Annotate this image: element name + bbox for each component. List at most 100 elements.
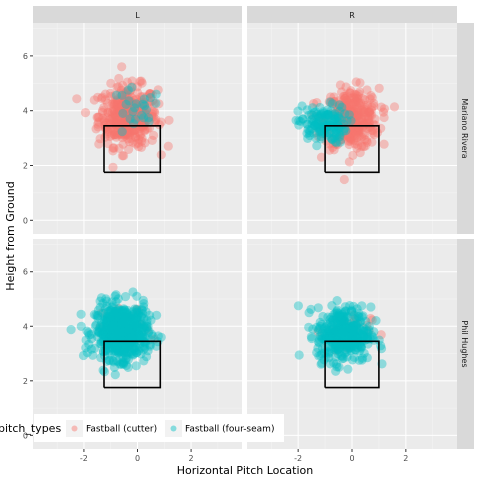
data-point bbox=[130, 112, 140, 122]
data-point bbox=[139, 299, 149, 309]
data-point bbox=[311, 127, 321, 138]
data-point bbox=[137, 110, 147, 120]
data-point bbox=[118, 312, 128, 322]
data-point bbox=[376, 341, 386, 351]
data-point bbox=[320, 110, 330, 120]
data-point bbox=[95, 296, 105, 306]
data-point bbox=[132, 112, 142, 122]
data-point bbox=[113, 330, 123, 340]
data-point bbox=[357, 105, 367, 115]
data-point bbox=[334, 106, 345, 116]
data-point bbox=[113, 315, 123, 325]
data-point bbox=[136, 318, 146, 328]
data-point bbox=[122, 313, 132, 323]
data-point bbox=[133, 331, 143, 341]
data-point bbox=[126, 108, 136, 118]
data-point bbox=[127, 117, 137, 128]
data-point bbox=[119, 117, 129, 127]
data-point bbox=[348, 125, 358, 135]
data-point bbox=[118, 327, 128, 337]
data-point bbox=[103, 313, 113, 323]
data-point bbox=[322, 112, 332, 122]
data-point bbox=[112, 317, 122, 328]
data-point bbox=[379, 112, 389, 123]
strip-row-phil-hughes bbox=[457, 239, 474, 449]
data-point bbox=[107, 99, 117, 109]
data-point bbox=[117, 127, 127, 137]
data-point bbox=[138, 327, 148, 337]
data-point bbox=[121, 350, 131, 360]
data-point bbox=[102, 321, 112, 332]
data-point bbox=[349, 135, 359, 145]
data-point bbox=[328, 134, 338, 144]
data-point bbox=[350, 139, 360, 149]
data-point bbox=[118, 325, 128, 335]
data-point bbox=[112, 341, 122, 351]
data-point bbox=[336, 126, 346, 136]
data-point bbox=[326, 106, 336, 116]
data-point bbox=[112, 329, 122, 339]
data-point bbox=[134, 127, 144, 138]
data-point bbox=[344, 113, 354, 123]
data-point bbox=[389, 102, 400, 112]
data-point bbox=[326, 97, 336, 107]
data-point bbox=[110, 320, 120, 330]
data-point bbox=[119, 338, 129, 348]
data-point bbox=[123, 109, 133, 119]
data-point bbox=[326, 126, 336, 136]
data-point bbox=[130, 111, 140, 121]
data-point bbox=[148, 331, 158, 341]
data-point bbox=[110, 125, 120, 135]
data-point bbox=[133, 88, 143, 98]
data-point bbox=[120, 330, 130, 341]
data-point bbox=[359, 130, 369, 140]
data-point bbox=[143, 328, 153, 338]
data-point bbox=[365, 94, 375, 104]
data-point bbox=[100, 89, 110, 99]
data-point bbox=[112, 356, 122, 366]
data-point bbox=[114, 324, 124, 334]
data-point bbox=[345, 111, 356, 121]
data-point bbox=[125, 113, 135, 123]
data-point bbox=[115, 317, 125, 327]
data-point bbox=[132, 103, 142, 113]
data-point bbox=[119, 328, 129, 338]
data-point bbox=[124, 105, 135, 115]
data-point bbox=[113, 102, 124, 112]
data-point bbox=[112, 344, 122, 354]
data-point bbox=[108, 143, 118, 153]
data-point bbox=[114, 117, 125, 127]
data-point bbox=[140, 113, 151, 123]
data-point bbox=[111, 346, 121, 356]
data-point bbox=[119, 130, 129, 140]
data-point bbox=[127, 327, 137, 337]
data-point bbox=[118, 352, 128, 362]
data-point bbox=[112, 319, 122, 329]
data-point bbox=[127, 97, 137, 107]
data-point bbox=[309, 99, 319, 109]
data-point bbox=[119, 308, 129, 318]
data-point bbox=[118, 327, 128, 337]
data-point bbox=[128, 137, 138, 147]
data-point bbox=[119, 326, 129, 336]
data-point bbox=[127, 82, 137, 92]
data-point bbox=[119, 317, 129, 327]
data-point bbox=[129, 343, 139, 354]
legend-label-four-seam: Fastball (four-seam) bbox=[185, 425, 274, 435]
data-point bbox=[355, 148, 365, 158]
data-point bbox=[110, 370, 120, 380]
series-fastball-four-seam bbox=[66, 287, 166, 380]
data-point bbox=[349, 110, 359, 121]
data-point bbox=[103, 126, 113, 137]
data-point bbox=[330, 137, 340, 147]
data-point bbox=[120, 109, 130, 119]
data-point bbox=[139, 322, 149, 332]
data-point bbox=[115, 89, 125, 99]
data-point bbox=[336, 105, 346, 115]
data-point bbox=[108, 112, 118, 122]
y-tick-label: 2 bbox=[23, 161, 28, 170]
data-point bbox=[335, 137, 345, 147]
data-point bbox=[117, 132, 127, 143]
data-point bbox=[78, 350, 89, 361]
data-point bbox=[117, 319, 127, 329]
